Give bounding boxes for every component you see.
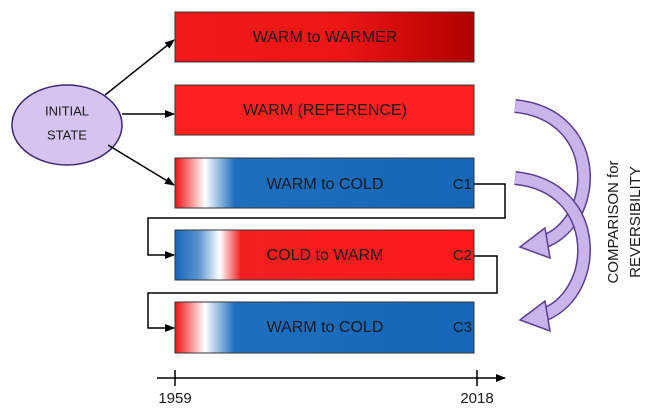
initial-state-label: INITIAL bbox=[45, 103, 89, 118]
side-label: REVERSIBILITY bbox=[627, 166, 644, 278]
initial-state-label: STATE bbox=[47, 127, 87, 142]
arrow bbox=[104, 39, 175, 96]
initial-state-node bbox=[11, 84, 123, 166]
box-label: COLD to WARM bbox=[267, 247, 384, 264]
comparison-arrow bbox=[514, 99, 591, 260]
arrow bbox=[107, 144, 175, 186]
comparison-arrow bbox=[514, 171, 591, 333]
box bbox=[174, 229, 475, 281]
box bbox=[174, 301, 475, 354]
box-code: C1 bbox=[453, 176, 472, 193]
box-label: WARM (REFERENCE) bbox=[243, 102, 407, 119]
box-code: C2 bbox=[453, 247, 472, 264]
box-label: WARM to COLD bbox=[267, 319, 384, 336]
side-label: COMPARISON for bbox=[605, 160, 622, 283]
connector bbox=[147, 255, 498, 332]
box bbox=[174, 84, 475, 136]
connector bbox=[147, 183, 506, 259]
box bbox=[174, 157, 475, 209]
box-label: WARM to WARMER bbox=[253, 29, 398, 46]
box-code: C3 bbox=[453, 319, 472, 336]
timeline-label: 2018 bbox=[460, 390, 493, 407]
timeline-label: 1959 bbox=[158, 390, 191, 407]
box-label: WARM to COLD bbox=[267, 176, 384, 193]
box bbox=[174, 11, 475, 63]
